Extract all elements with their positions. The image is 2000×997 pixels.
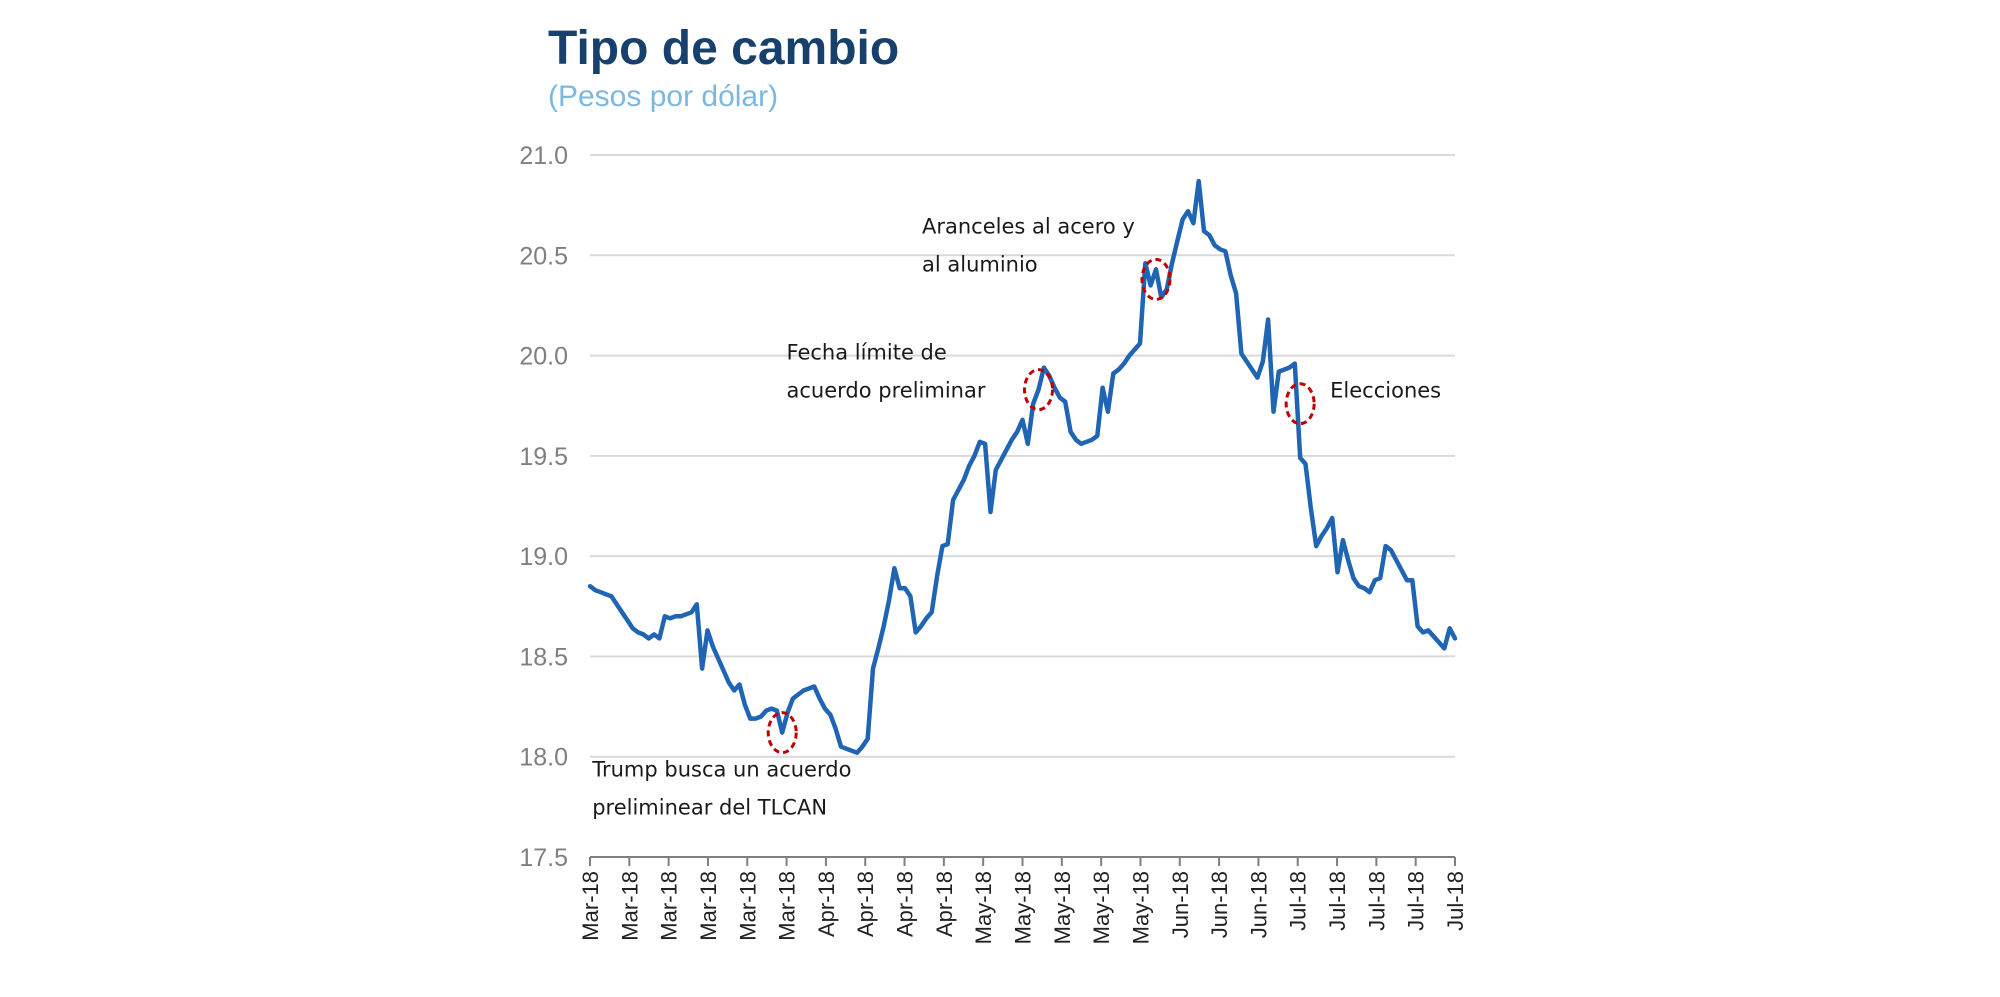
annotation-label: Trump busca un acuerdo — [591, 758, 851, 782]
x-tick-label: Jul-18 — [1286, 871, 1311, 931]
annotation-marker — [1023, 368, 1055, 412]
annotation-label: Elecciones — [1330, 379, 1441, 403]
series-layer — [587, 178, 1458, 755]
annotation-marker — [1140, 257, 1172, 301]
x-tick-label: May-18 — [1089, 871, 1114, 944]
x-tick-label: Apr-18 — [932, 871, 957, 937]
x-tick-label: May-18 — [971, 871, 996, 944]
x-tick-label: Mar-18 — [735, 871, 760, 941]
x-tick-label: Mar-18 — [775, 871, 800, 941]
y-tick-label: 17.5 — [519, 844, 568, 872]
gridlines — [590, 154, 1455, 758]
x-tick-label: Jun-18 — [1207, 871, 1232, 938]
x-axis-ticks: Mar-18 Mar-18 Mar-18 Mar-18 Mar-18 Mar-18 Apr-… — [578, 857, 1468, 944]
x-tick-label: Jul-18 — [1404, 871, 1429, 931]
annotation-label: al aluminio — [922, 252, 1038, 276]
x-tick-label: May-18 — [1050, 871, 1075, 944]
y-tick-label: 20.0 — [519, 343, 568, 371]
y-tick-label: 18.0 — [519, 744, 568, 772]
annotation-label: acuerdo preliminar — [787, 379, 986, 403]
x-tick-label: Mar-18 — [696, 871, 721, 941]
y-tick-label: 19.0 — [519, 543, 568, 571]
y-tick-label: 20.5 — [519, 242, 568, 270]
x-tick-label: Mar-18 — [578, 871, 603, 941]
x-tick-label: Jul-18 — [1364, 871, 1389, 931]
x-tick-label: Jul-18 — [1325, 871, 1350, 931]
chart-subtitle: (Pesos por dólar) — [548, 80, 778, 113]
annotation-label: preliminear del TLCAN — [592, 796, 827, 820]
y-tick-label: 18.5 — [519, 643, 568, 671]
y-axis-ticks: 17.5 18.0 18.5 19.0 19.5 20.0 20.5 21.0 — [519, 142, 568, 872]
y-tick-label: 21.0 — [519, 142, 568, 170]
x-tick-label: Mar-18 — [617, 871, 642, 941]
series-line — [587, 178, 1458, 755]
annotation-label: Aranceles al acero y — [922, 214, 1135, 238]
x-tick-label: Mar-18 — [657, 871, 682, 941]
x-tick-label: Jul-18 — [1443, 871, 1468, 931]
annotation-label: Fecha límite de — [787, 341, 947, 365]
x-tick-label: May-18 — [1128, 871, 1153, 944]
x-tick-label: May-18 — [1011, 871, 1036, 944]
x-tick-label: Apr-18 — [814, 871, 839, 937]
y-tick-label: 19.5 — [519, 443, 568, 471]
annotation-marker — [766, 711, 798, 755]
x-tick-label: Jun-18 — [1168, 871, 1193, 938]
annotation-marker — [1284, 382, 1316, 426]
chart-title: Tipo de cambio — [548, 22, 899, 75]
x-tick-label: Apr-18 — [893, 871, 918, 937]
x-tick-label: Jun-18 — [1246, 871, 1271, 938]
annotations: Trump busca un acuerdo preliminear del TL… — [591, 214, 1441, 819]
x-tick-label: Apr-18 — [853, 871, 878, 937]
